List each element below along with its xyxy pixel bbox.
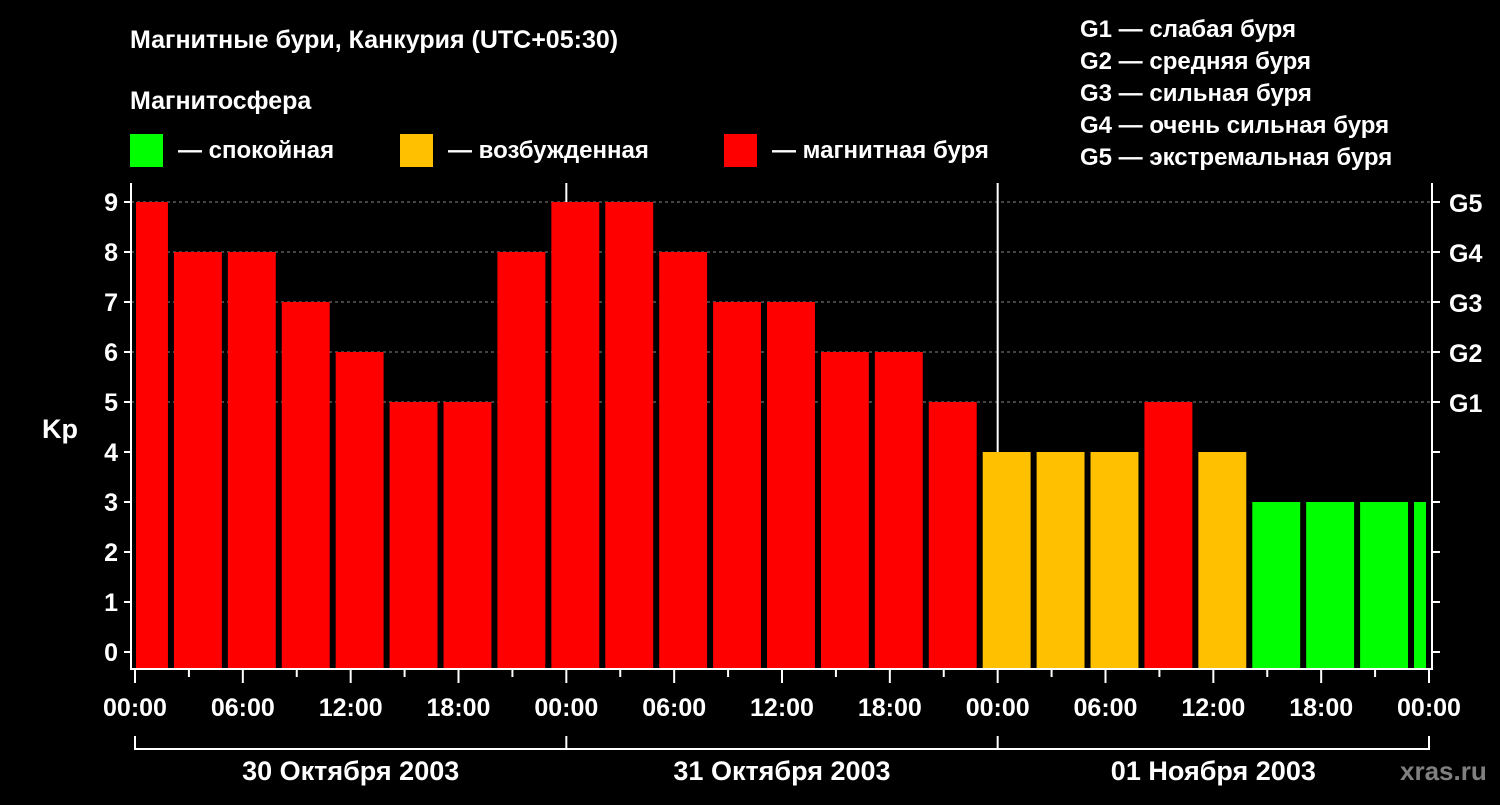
y-tick-label: 0 [104, 639, 118, 667]
g-level-label: G5 [1449, 190, 1482, 218]
legend-swatch [724, 134, 757, 167]
x-tick-label: 06:00 [642, 694, 706, 722]
legend-swatch [400, 134, 433, 167]
kp-bar [1252, 502, 1301, 668]
x-tick-label: 00:00 [1397, 694, 1461, 722]
kp-bar [767, 302, 815, 668]
kp-bar [389, 402, 438, 668]
kp-bar [136, 202, 168, 668]
kp-bar [1144, 402, 1193, 668]
y-tick-label: 7 [104, 289, 118, 317]
kp-bar [874, 352, 923, 668]
g-legend-item: G1 — слабая буря [1080, 16, 1296, 43]
g-legend-item: G5 — экстремальная буря [1080, 144, 1392, 171]
x-tick-label: 00:00 [966, 694, 1030, 722]
y-tick-label: 5 [104, 389, 118, 417]
x-tick-label: 12:00 [1181, 694, 1245, 722]
day-label: 01 Ноября 2003 [1111, 756, 1316, 786]
x-tick-label: 06:00 [1074, 694, 1138, 722]
legend-label: — магнитная буря [772, 137, 989, 164]
kp-bar [713, 302, 762, 668]
y-tick-label: 9 [104, 189, 118, 217]
legend-label: — возбужденная [448, 137, 649, 164]
kp-bar [1414, 502, 1426, 668]
x-tick-label: 12:00 [750, 694, 814, 722]
g-level-label: G2 [1449, 340, 1482, 368]
x-tick-label: 06:00 [211, 694, 275, 722]
g-level-label: G3 [1449, 290, 1482, 318]
y-tick-label: 2 [104, 539, 118, 567]
g-level-label: G1 [1449, 390, 1482, 418]
g-legend-item: G4 — очень сильная буря [1080, 112, 1389, 139]
watermark: xras.ru [1400, 756, 1487, 786]
x-tick-label: 00:00 [534, 694, 598, 722]
x-tick-label: 00:00 [103, 694, 167, 722]
y-tick-label: 1 [104, 589, 118, 617]
day-label: 31 Октября 2003 [673, 756, 890, 786]
kp-bar [281, 302, 330, 668]
chart-title: Магнитные бури, Канкурия (UTC+05:30) [130, 26, 618, 54]
day-bracket [134, 736, 1430, 750]
kp-bar [497, 252, 546, 668]
kp-bar [1306, 502, 1355, 668]
kp-bar [1090, 452, 1139, 668]
kp-bar [227, 252, 276, 668]
x-tick-label: 12:00 [319, 694, 383, 722]
kp-bar [551, 202, 600, 668]
kp-bar [443, 402, 492, 668]
g-level-label: G4 [1449, 240, 1482, 268]
legend-swatch [130, 134, 163, 167]
day-label: 30 Октября 2003 [242, 756, 459, 786]
kp-bar [820, 352, 869, 668]
g-legend-item: G3 — сильная буря [1080, 80, 1312, 107]
legend-title: Магнитосфера [130, 87, 312, 115]
kp-bar [659, 252, 708, 668]
y-tick-label: 6 [104, 339, 118, 367]
x-tick-label: 18:00 [427, 694, 491, 722]
x-tick-label: 18:00 [1289, 694, 1353, 722]
kp-bar [335, 352, 384, 668]
y-tick-label: 3 [104, 489, 118, 517]
kp-bar [605, 202, 654, 668]
kp-bar [1198, 452, 1247, 668]
kp-bar [928, 402, 977, 668]
y-tick-label: 8 [104, 239, 118, 267]
g-legend-item: G2 — средняя буря [1080, 48, 1311, 75]
kp-bar [1360, 502, 1409, 668]
y-tick-label: 4 [104, 439, 118, 467]
legend-label: — спокойная [178, 137, 334, 164]
x-tick-label: 18:00 [858, 694, 922, 722]
kp-bar [1036, 452, 1085, 668]
y-axis-label: Kp [42, 414, 78, 444]
kp-bar [173, 252, 222, 668]
kp-bar [982, 452, 1031, 668]
